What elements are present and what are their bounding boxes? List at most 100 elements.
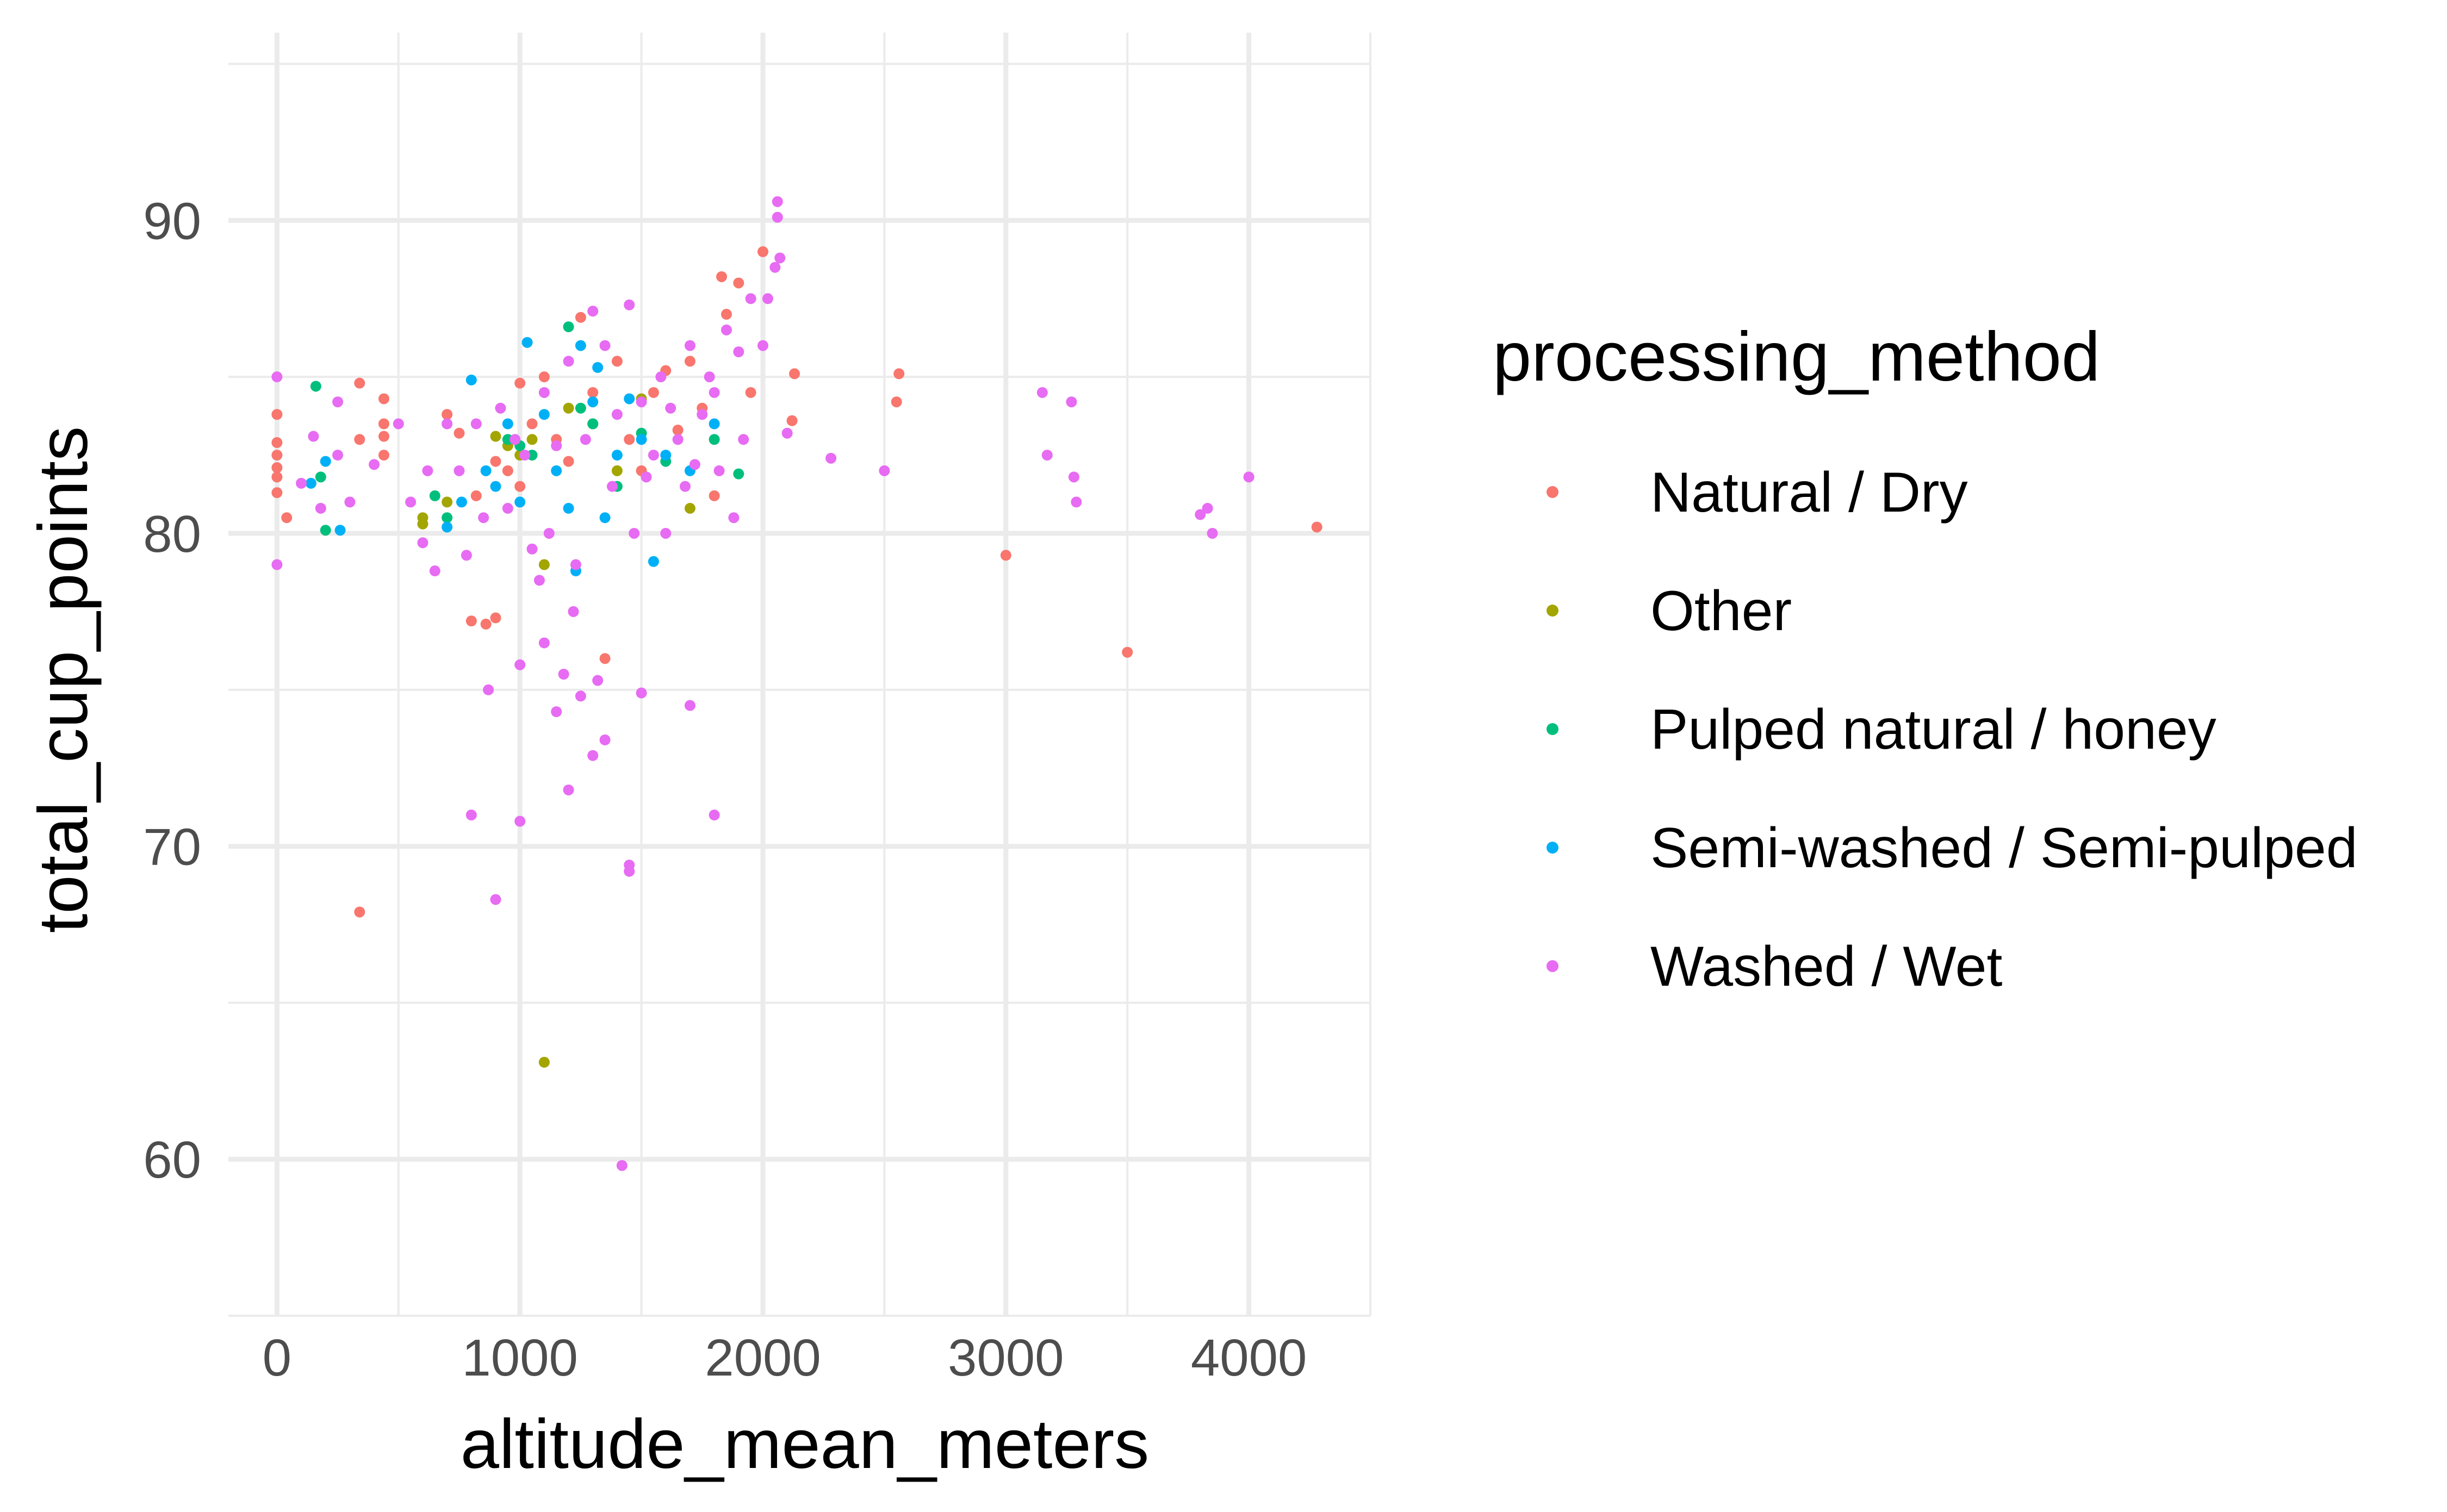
data-point [320, 456, 331, 467]
data-point [502, 418, 513, 430]
data-point [271, 450, 283, 461]
data-point [417, 518, 428, 530]
data-point [526, 418, 538, 430]
legend: processing_method Natural / Dry Other Pulp… [1493, 318, 2358, 998]
data-point [629, 527, 640, 539]
data-point [636, 687, 647, 699]
data-point [655, 371, 667, 383]
data-point [611, 409, 623, 420]
data-point [480, 618, 492, 630]
data-point [519, 450, 531, 461]
data-point [483, 684, 494, 695]
legend-label: Other [1650, 580, 1792, 643]
data-point [611, 450, 623, 461]
data-point [563, 784, 574, 795]
legend-title: processing_method [1493, 318, 2100, 396]
data-point [599, 653, 611, 664]
data-point [495, 402, 506, 414]
data-point [575, 340, 586, 351]
data-point [587, 750, 599, 761]
data-point [624, 434, 635, 445]
data-point [648, 387, 659, 398]
legend-items: Natural / Dry Other Pulped natural / honey… [1547, 461, 2358, 998]
data-point [442, 409, 453, 420]
data-point [684, 340, 695, 351]
y-axis-tick-labels: 60 70 80 90 [143, 192, 201, 1189]
data-point [1000, 550, 1011, 561]
data-point [354, 434, 365, 445]
data-point [611, 465, 623, 476]
data-point [709, 387, 720, 398]
data-point [417, 537, 428, 549]
x-tick-label: 0 [263, 1329, 291, 1387]
data-point [334, 525, 346, 536]
data-point [745, 293, 756, 304]
data-point [587, 396, 599, 408]
data-point [757, 340, 768, 351]
data-point [470, 490, 482, 501]
data-point [568, 606, 579, 617]
data-point [393, 418, 404, 430]
data-point [271, 462, 283, 474]
data-point [271, 559, 283, 570]
data-point [310, 381, 321, 392]
data-point [563, 456, 574, 467]
data-point [575, 312, 586, 323]
data-point [709, 490, 720, 501]
data-point [563, 502, 574, 514]
data-point [1041, 450, 1053, 461]
data-point [616, 1160, 628, 1171]
data-point [538, 371, 550, 383]
data-point [684, 700, 695, 711]
data-point [305, 477, 316, 489]
data-point [624, 393, 635, 405]
data-point [551, 440, 562, 451]
data-point [624, 299, 635, 310]
data-point [502, 465, 513, 476]
data-point [533, 575, 545, 586]
x-tick-label: 3000 [948, 1329, 1064, 1387]
data-point [480, 465, 492, 476]
data-point [1036, 387, 1048, 398]
data-point [378, 393, 389, 405]
data-point [429, 490, 440, 501]
data-point [716, 271, 728, 282]
data-points [271, 196, 1322, 1171]
data-point [490, 894, 501, 905]
data-point [684, 356, 695, 367]
data-point [465, 615, 477, 627]
data-point [526, 434, 538, 445]
data-point [648, 450, 659, 461]
data-point [538, 387, 550, 398]
data-point [442, 521, 453, 533]
data-point [697, 409, 708, 420]
data-point [478, 512, 489, 524]
data-point [271, 487, 283, 499]
data-point [587, 306, 599, 317]
data-point [271, 371, 283, 383]
data-point [825, 452, 837, 464]
data-point [733, 346, 744, 358]
data-point [592, 675, 604, 686]
data-point [502, 502, 513, 514]
data-point [1243, 471, 1254, 483]
data-point [405, 496, 417, 508]
data-point [442, 418, 453, 430]
data-point [1066, 396, 1077, 408]
data-point [599, 734, 611, 745]
data-point [271, 409, 283, 420]
data-point [738, 434, 749, 445]
data-point [538, 1056, 550, 1068]
minor-gridlines [228, 33, 1371, 1317]
data-point [470, 418, 482, 430]
data-point [611, 356, 623, 367]
data-point [461, 550, 472, 561]
legend-key [1547, 960, 1558, 972]
data-point [587, 387, 599, 398]
data-point [465, 810, 477, 821]
legend-label: Natural / Dry [1650, 461, 1968, 524]
data-point [296, 477, 307, 489]
data-point [684, 502, 695, 514]
